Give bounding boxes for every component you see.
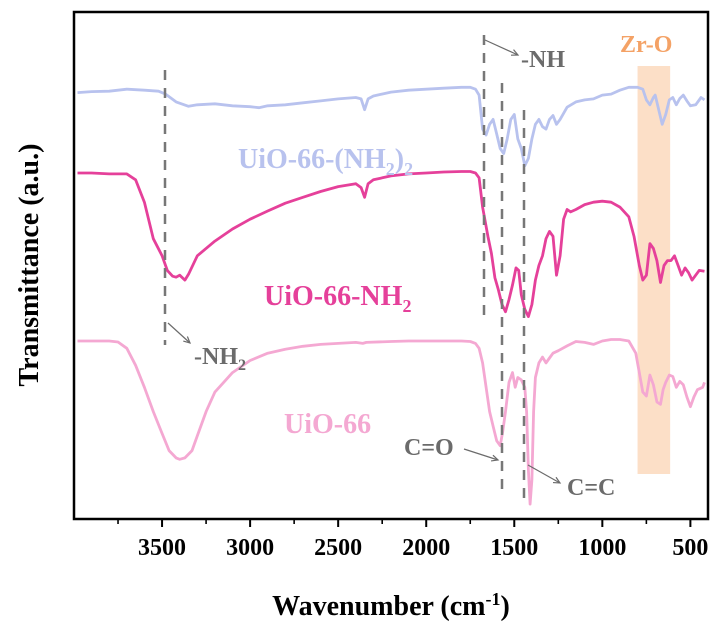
- series-layer: [77, 85, 706, 506]
- annotation-co: C=O: [404, 435, 454, 461]
- pointer-arrowhead: [552, 476, 562, 484]
- series-line-0: [77, 85, 706, 168]
- pointer-cc: [527, 464, 561, 484]
- pointer-arrowhead: [510, 49, 520, 56]
- zr-o-band: [637, 66, 671, 474]
- x-tick-label: 3500: [138, 535, 186, 561]
- plot-frame: [72, 10, 710, 521]
- annotation-zr-o: Zr-O: [620, 32, 672, 58]
- series-label-uio66-nh2: UiO-66-NH2: [264, 281, 411, 316]
- x-tick-label: 2500: [314, 535, 362, 561]
- x-axis-label: Wavenumber (cm-1): [272, 589, 510, 622]
- pointer-nh2: [167, 322, 191, 344]
- x-tick-label: 1000: [578, 535, 626, 561]
- annotation-cc: C=C: [567, 475, 615, 501]
- x-tick-label: 1500: [490, 535, 538, 561]
- pointer-arrowhead: [490, 454, 500, 462]
- x-tick-label: 500: [672, 535, 708, 561]
- series-line-1: [77, 170, 705, 318]
- y-axis-label: Transmittance (a.u.): [14, 144, 45, 387]
- pointer-nh: [484, 39, 519, 56]
- x-tick-label: 2000: [402, 535, 450, 561]
- series-line-2: [77, 338, 706, 506]
- x-axis-label-sup: -1: [486, 589, 501, 609]
- annotation-nh2: -NH2: [194, 344, 246, 374]
- annotation-pointers: [167, 39, 562, 484]
- guide-lines: [163, 35, 526, 500]
- pointer-co: [463, 448, 499, 461]
- x-axis-ticks: 3500 3000 2500 2000 1500 1000 500: [117, 519, 708, 561]
- pointer-arrowhead: [183, 336, 192, 344]
- x-tick-label: 3000: [226, 535, 274, 561]
- series-label-uio66: UiO-66: [284, 409, 371, 440]
- annotation-nh: -NH: [521, 47, 565, 73]
- series-label-uio66-nh2-2: UiO-66-(NH2)2: [238, 144, 413, 179]
